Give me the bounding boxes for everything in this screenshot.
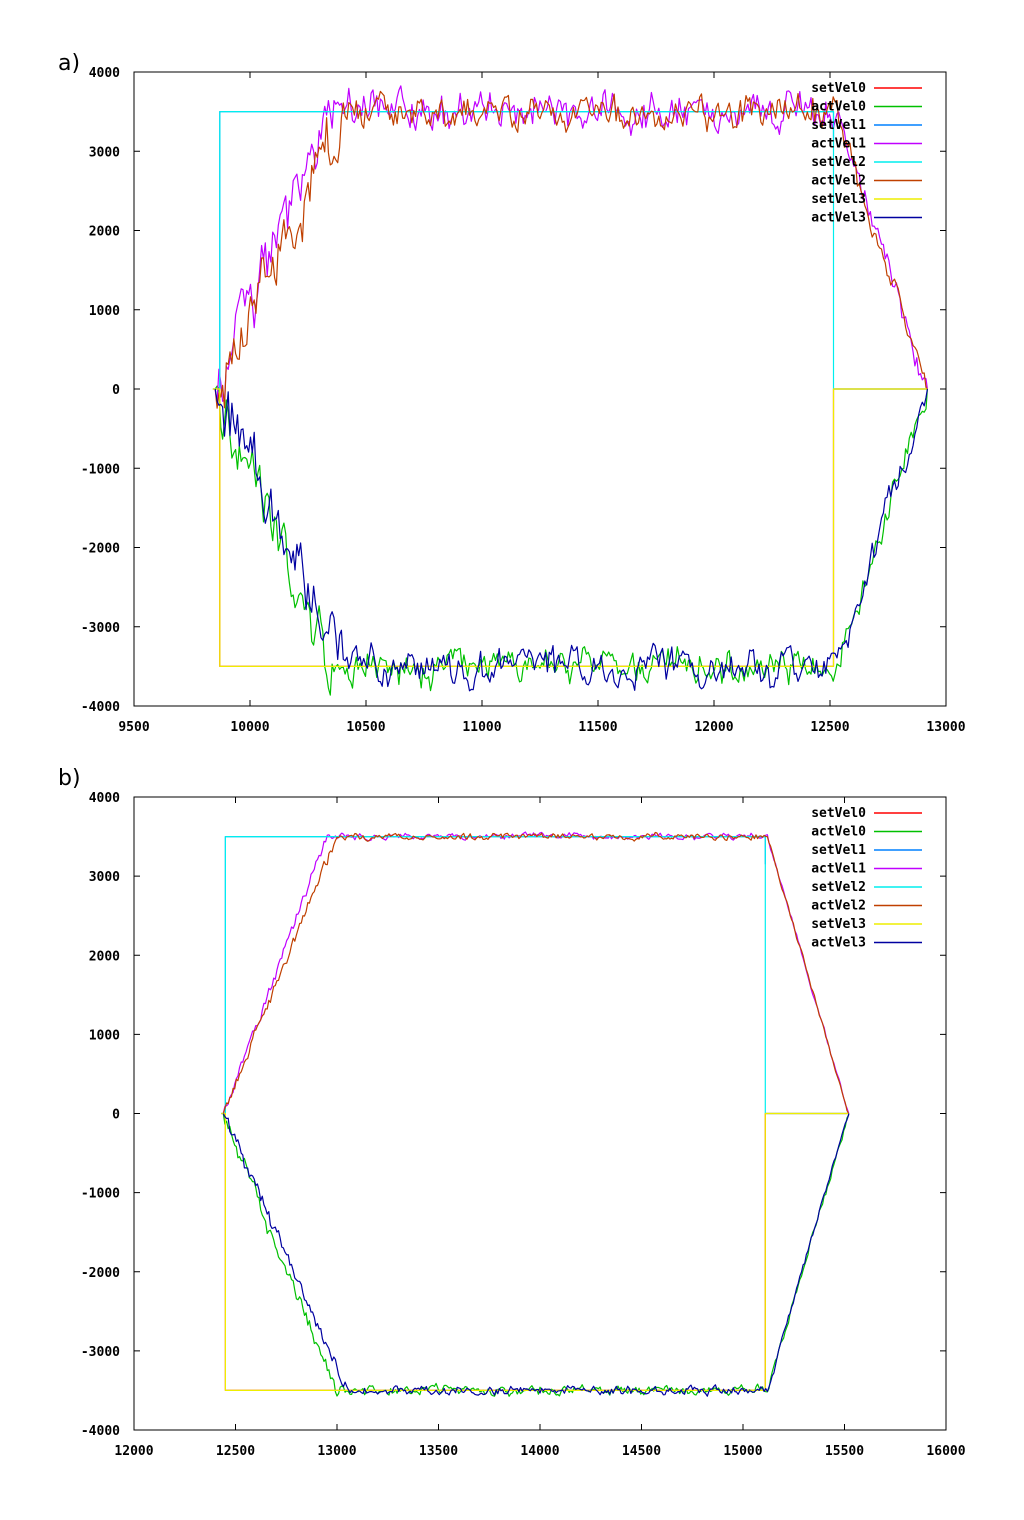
legend-label-actVel0: actVel0 bbox=[811, 100, 866, 115]
y-tick-label: 4000 bbox=[89, 66, 120, 81]
legend-label-actVel1: actVel1 bbox=[811, 862, 866, 877]
y-tick-label: -1000 bbox=[81, 462, 120, 477]
x-tick-label: 13500 bbox=[419, 1444, 458, 1459]
chart-panel-b: b) 4000 3000 2000 1000 0 -1000 -2000 -3000 -4000 1… bbox=[58, 766, 966, 1459]
x-tick-label: 14000 bbox=[520, 1444, 559, 1459]
x-tick-label: 12500 bbox=[810, 720, 849, 735]
x-tick-label: 15500 bbox=[825, 1444, 864, 1459]
y-tick-label: -3000 bbox=[81, 621, 120, 636]
y-tick-label: -1000 bbox=[81, 1187, 120, 1202]
series-line-setVel2 bbox=[221, 836, 849, 1115]
x-tick-label: 16000 bbox=[926, 1444, 965, 1459]
y-tick-label: -4000 bbox=[81, 1424, 120, 1439]
y-tick-label: 0 bbox=[112, 1108, 120, 1123]
series-line-actVel2 bbox=[214, 90, 928, 409]
series-line-setVel1 bbox=[224, 836, 766, 1114]
legend-label-setVel1: setVel1 bbox=[811, 118, 866, 133]
series-group bbox=[212, 85, 928, 696]
series-group bbox=[221, 831, 850, 1397]
series-line-actVel3 bbox=[214, 388, 928, 692]
series-line-setVel3 bbox=[212, 388, 928, 667]
legend-label-setVel3: setVel3 bbox=[811, 192, 866, 207]
series-line-actVel0 bbox=[222, 1113, 850, 1397]
y-tick-label: 4000 bbox=[89, 791, 120, 806]
legend-label-actVel3: actVel3 bbox=[811, 211, 866, 226]
chart-panel-a: a) 40003000200010000-1000-2000-3000-40009… bbox=[58, 51, 966, 735]
legend-label-setVel0: setVel0 bbox=[811, 806, 866, 821]
series-line-setVel2 bbox=[212, 111, 928, 390]
y-tick-label: 1000 bbox=[89, 1028, 120, 1043]
y-tick-label: 0 bbox=[112, 383, 120, 398]
x-tick-label: 15000 bbox=[723, 1444, 762, 1459]
series-line-setVel1 bbox=[219, 111, 835, 389]
legend-label-actVel2: actVel2 bbox=[811, 174, 866, 189]
series-line-actVel1 bbox=[222, 831, 850, 1114]
legend-label-actVel1: actVel1 bbox=[811, 137, 866, 152]
y-tick-label: -4000 bbox=[81, 700, 120, 715]
y-tick-label: -2000 bbox=[81, 542, 120, 557]
legend-label-setVel1: setVel1 bbox=[811, 843, 866, 858]
y-tick-label: -3000 bbox=[81, 1345, 120, 1360]
x-tick-label: 12500 bbox=[216, 1444, 255, 1459]
x-tick-label: 9500 bbox=[118, 720, 149, 735]
x-tick-label: 13000 bbox=[317, 1444, 356, 1459]
legend-label-actVel2: actVel2 bbox=[811, 899, 866, 914]
x-tick-label: 12000 bbox=[694, 720, 733, 735]
x-tick-label: 10000 bbox=[230, 720, 269, 735]
legend-label-actVel3: actVel3 bbox=[811, 936, 866, 951]
series-line-actVel3 bbox=[222, 1113, 850, 1397]
x-tick-label: 11000 bbox=[462, 720, 501, 735]
y-tick-label: 3000 bbox=[89, 870, 120, 885]
x-tick-label: 13000 bbox=[926, 720, 965, 735]
panel-label: b) bbox=[58, 766, 81, 791]
legend: setVel0 actVel0 setVel1 actVel1 setVel2 actVe… bbox=[811, 81, 922, 226]
series-line-actVel0 bbox=[214, 385, 928, 696]
x-tick-label: 12000 bbox=[114, 1444, 153, 1459]
y-tick-label: -2000 bbox=[81, 1266, 120, 1281]
legend-label-setVel3: setVel3 bbox=[811, 917, 866, 932]
legend-label-setVel0: setVel0 bbox=[811, 81, 866, 96]
legend-label-actVel0: actVel0 bbox=[811, 825, 866, 840]
x-tick-label: 11500 bbox=[578, 720, 617, 735]
legend-label-setVel2: setVel2 bbox=[811, 155, 866, 170]
y-tick-label: 3000 bbox=[89, 145, 120, 160]
series-line-setVel0 bbox=[212, 388, 928, 667]
legend: setVel0 actVel0 setVel1 actVel1 setVel2 actVe… bbox=[811, 806, 922, 951]
panel-label: a) bbox=[58, 51, 80, 76]
y-tick-label: 2000 bbox=[89, 949, 120, 964]
x-tick-label: 14500 bbox=[622, 1444, 661, 1459]
series-line-actVel1 bbox=[214, 85, 928, 404]
series-line-actVel2 bbox=[222, 831, 850, 1115]
y-tick-label: 1000 bbox=[89, 304, 120, 319]
legend-label-setVel2: setVel2 bbox=[811, 880, 866, 895]
y-tick-label: 2000 bbox=[89, 225, 120, 240]
series-line-setVel3 bbox=[221, 1112, 849, 1391]
series-line-setVel0 bbox=[221, 1112, 849, 1391]
x-tick-label: 10500 bbox=[346, 720, 385, 735]
